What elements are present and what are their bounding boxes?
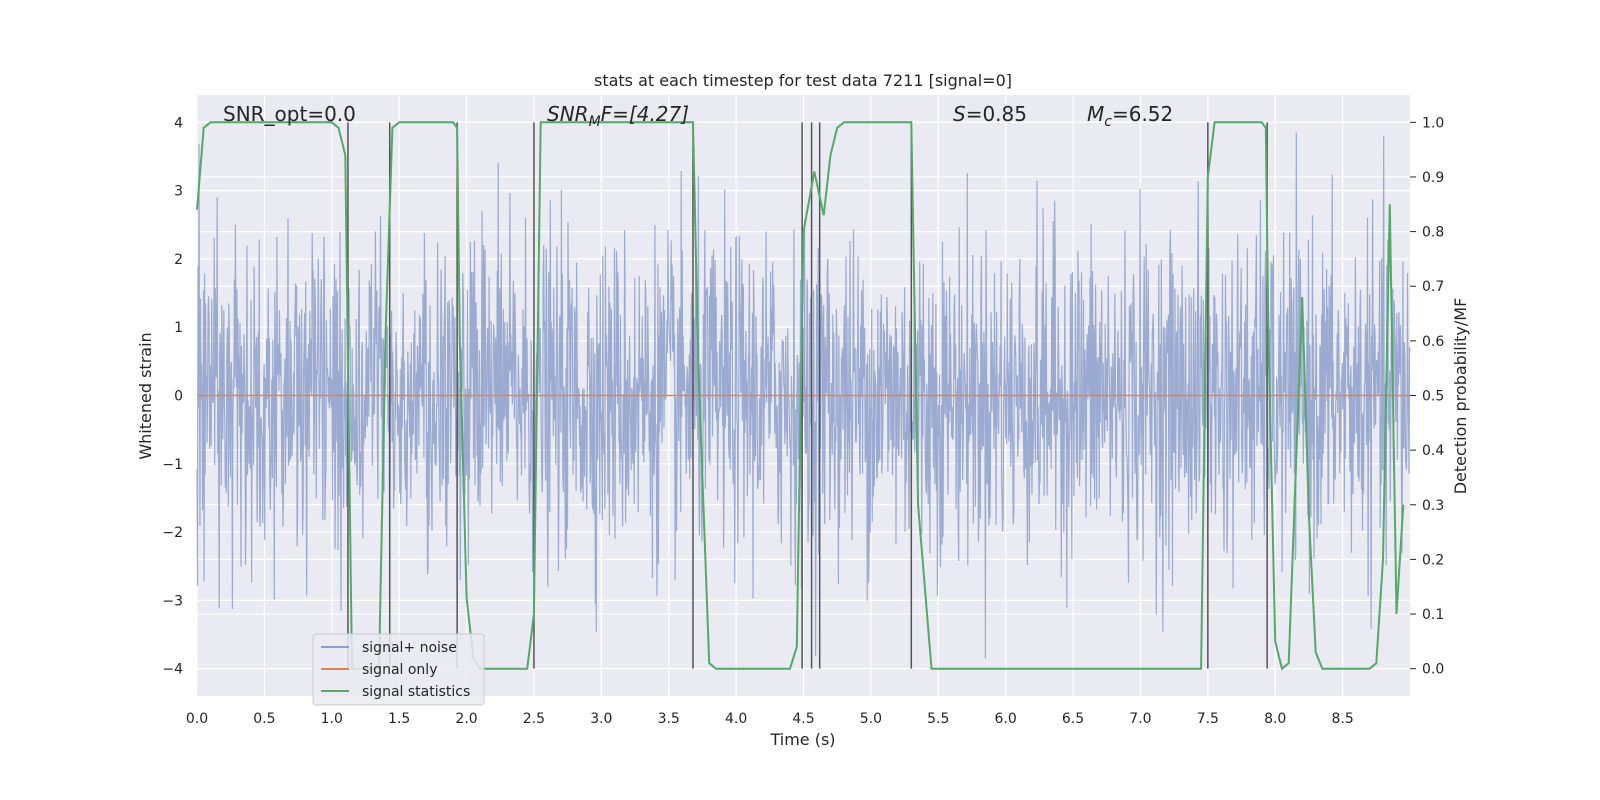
chart-title: stats at each timestep for test data 721…: [594, 71, 1012, 90]
x-tick-label: 0.5: [253, 711, 275, 727]
y2-tick-label: 0.2: [1422, 552, 1444, 568]
x-tick-label: 8.5: [1331, 711, 1353, 727]
x-tick-label: 7.0: [1129, 711, 1151, 727]
legend-label-stats: signal statistics: [362, 684, 470, 700]
y-tick-label: −3: [162, 593, 183, 609]
x-tick-label: 1.5: [388, 711, 410, 727]
x-axis-title: Time (s): [769, 730, 835, 749]
y-axis-title: Whitened strain: [136, 332, 155, 459]
y2-axis-title: Detection probability/MF: [1451, 298, 1470, 495]
y2-tick-label: 0.7: [1422, 279, 1444, 295]
y2-axis-ticks: 1.0 0.9 0.8 0.7 0.6 0.5 0.4 0.3 0.2 0.1 0.0: [1410, 115, 1444, 678]
y2-tick-label: 0.6: [1422, 334, 1444, 350]
annotation-s: S=0.85: [953, 102, 1027, 126]
x-tick-label: 4.5: [792, 711, 814, 727]
legend-label-noise: signal+ noise: [362, 640, 457, 656]
y2-tick-label: 0.5: [1422, 389, 1444, 405]
y-axis-ticks: 4 3 2 1 0 −1 −2 −3 −4: [162, 115, 183, 677]
x-tick-label: 5.5: [927, 711, 949, 727]
x-tick-label: 2.0: [455, 711, 477, 727]
x-tick-label: 5.0: [860, 711, 882, 727]
x-tick-label: 6.5: [1062, 711, 1084, 727]
y-tick-label: 1: [174, 320, 183, 336]
y2-tick-label: 0.9: [1422, 170, 1444, 186]
x-tick-label: 3.0: [590, 711, 612, 727]
y2-tick-label: 0.0: [1422, 662, 1444, 678]
x-tick-label: 0.0: [186, 711, 208, 727]
x-tick-label: 4.0: [725, 711, 747, 727]
y2-tick-label: 0.1: [1422, 607, 1444, 623]
legend: signal+ noise signal only signal statist…: [312, 633, 485, 706]
x-tick-label: 6.0: [995, 711, 1017, 727]
y2-tick-label: 0.8: [1422, 225, 1444, 241]
x-tick-label: 1.0: [321, 711, 343, 727]
y-tick-label: 2: [174, 252, 183, 268]
x-axis-ticks: 0.0 0.5 1.0 1.5 2.0 2.5 3.0 3.5 4.0 4.5 5.0 5.5 6.0 6…: [186, 711, 1354, 727]
y-tick-label: −1: [162, 457, 183, 473]
legend-box: [312, 633, 485, 706]
x-tick-label: 7.5: [1197, 711, 1219, 727]
annotation-mc: Mc=6.52: [1087, 102, 1173, 130]
y2-tick-label: 0.4: [1422, 443, 1444, 459]
y-tick-label: −4: [162, 662, 183, 678]
annotation-snr-opt: SNR_opt=0.0: [223, 102, 356, 126]
y-tick-label: 0: [174, 389, 183, 405]
x-tick-label: 8.0: [1264, 711, 1286, 727]
y-tick-label: 3: [174, 184, 183, 200]
y-tick-label: −2: [162, 525, 183, 541]
x-tick-label: 3.5: [658, 711, 680, 727]
annotation-snr-mf: SNRMF=[4.27]: [547, 102, 689, 130]
legend-label-signal: signal only: [362, 662, 437, 678]
y2-tick-label: 1.0: [1422, 115, 1444, 131]
y2-tick-label: 0.3: [1422, 498, 1444, 514]
y-tick-label: 4: [174, 115, 183, 131]
x-tick-label: 2.5: [523, 711, 545, 727]
